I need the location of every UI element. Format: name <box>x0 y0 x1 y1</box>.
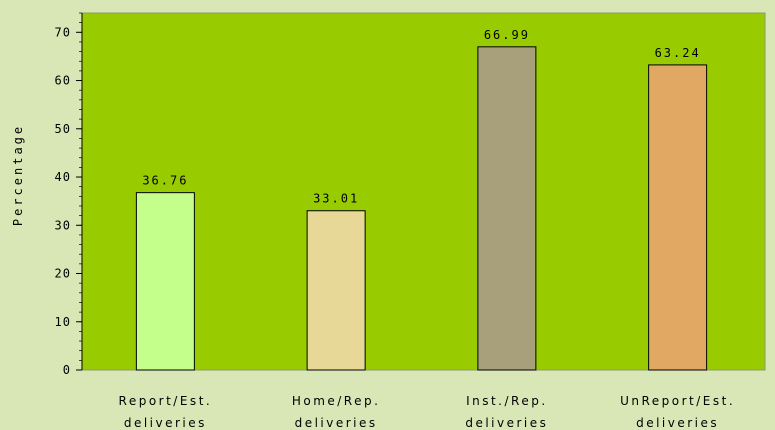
x-axis-labels: Report/Est. deliveries Home/Rep. deliveries… <box>119 394 735 430</box>
y-tick-label: 70 <box>55 25 71 39</box>
bar <box>648 64 708 371</box>
bars <box>135 46 708 371</box>
data-labels: 36.76 33.01 66.99 63.24 <box>142 28 701 206</box>
x-tick-label: UnReport/Est. <box>620 394 735 408</box>
x-tick-label: Home/Rep. <box>292 394 381 408</box>
x-tick-label: deliveries <box>636 416 719 430</box>
x-tick-label: Report/Est. <box>119 394 213 408</box>
data-label: 36.76 <box>142 174 188 188</box>
data-label: 63.24 <box>655 46 701 60</box>
bar <box>135 192 195 371</box>
data-label: 66.99 <box>484 28 530 42</box>
y-tick-label: 0 <box>63 363 71 377</box>
x-tick-label: Inst./Rep. <box>466 394 548 408</box>
y-tick-label: 60 <box>55 74 71 88</box>
bar <box>477 46 537 371</box>
bar <box>306 210 366 371</box>
data-label: 33.01 <box>313 192 359 206</box>
y-tick-label: 50 <box>55 122 71 136</box>
y-tick-label: 30 <box>55 218 71 232</box>
x-tick-label: deliveries <box>465 416 548 430</box>
x-tick-label: deliveries <box>295 416 378 430</box>
y-tick-label: 20 <box>55 267 71 281</box>
y-axis: 0 10 20 30 40 50 60 70 <box>55 12 83 377</box>
y-axis-label: Percentage <box>11 124 25 226</box>
x-tick-label: deliveries <box>124 416 207 430</box>
y-tick-label: 40 <box>55 170 71 184</box>
y-tick-label: 10 <box>55 315 71 329</box>
